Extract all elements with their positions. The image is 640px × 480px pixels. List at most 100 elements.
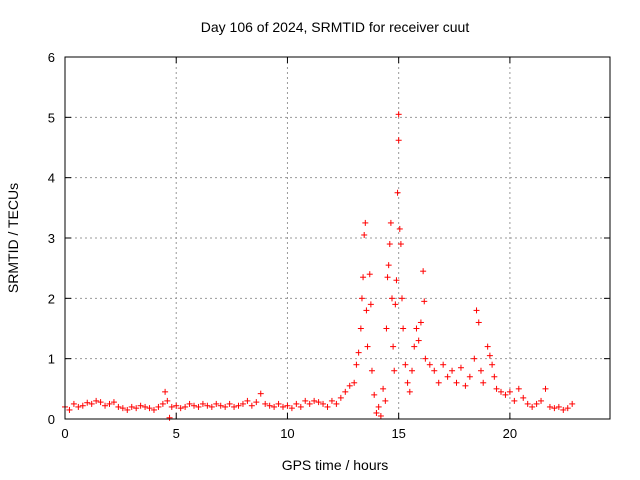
data-point [473, 307, 480, 314]
data-point [182, 403, 189, 410]
data-point [102, 402, 109, 409]
data-point [186, 400, 193, 407]
y-tick-label: 3 [48, 231, 55, 246]
data-point [409, 367, 416, 374]
data-point [462, 382, 469, 389]
data-point [84, 399, 91, 406]
data-point [395, 111, 402, 118]
data-point [288, 405, 295, 412]
x-axis-label: GPS time / hours [282, 457, 389, 473]
data-point [231, 403, 238, 410]
data-point [371, 391, 378, 398]
data-point [396, 225, 403, 232]
data-point [137, 402, 144, 409]
data-point [146, 405, 153, 412]
x-tick-label: 0 [61, 426, 68, 441]
data-point [275, 400, 282, 407]
x-tick-label: 20 [503, 426, 517, 441]
data-point [529, 403, 536, 410]
data-point [93, 397, 100, 404]
data-point [222, 403, 229, 410]
data-point [357, 325, 364, 332]
data-point [444, 373, 451, 380]
y-tick-label: 6 [48, 50, 55, 65]
data-point [168, 403, 175, 410]
data-point [400, 325, 407, 332]
data-point [217, 402, 224, 409]
data-point [262, 400, 269, 407]
data-point [328, 397, 335, 404]
data-point [422, 355, 429, 362]
data-point [491, 373, 498, 380]
data-point [551, 405, 558, 412]
y-axis-ticks: 0 1 2 3 4 5 6 [48, 50, 610, 427]
data-point [387, 219, 394, 226]
data-point [440, 361, 447, 368]
data-point [511, 397, 518, 404]
data-point [166, 414, 173, 421]
data-point [353, 361, 360, 368]
data-point [150, 406, 157, 413]
data-point [382, 397, 389, 404]
data-point [386, 241, 393, 248]
data-point [173, 402, 180, 409]
data-point [119, 405, 126, 412]
data-point [324, 403, 331, 410]
data-point [239, 400, 246, 407]
data-point [385, 262, 392, 269]
data-point [493, 385, 500, 392]
data-point [397, 241, 404, 248]
data-point [449, 367, 456, 374]
data-point [502, 391, 509, 398]
data-point [392, 301, 399, 308]
data-point [204, 402, 211, 409]
data-point [257, 390, 264, 397]
data-point [280, 403, 286, 410]
data-point [342, 388, 349, 395]
data-point [155, 403, 162, 410]
data-point [320, 400, 327, 407]
data-point [404, 379, 411, 386]
data-point [373, 409, 380, 416]
data-point [266, 402, 273, 409]
x-tick-label: 15 [391, 426, 405, 441]
data-point [351, 379, 358, 386]
data-point [435, 379, 442, 386]
y-tick-label: 4 [48, 171, 55, 186]
data-point [406, 388, 413, 395]
data-point [420, 268, 427, 275]
data-point [66, 406, 73, 413]
data-point [358, 295, 365, 302]
data-point [399, 295, 406, 302]
data-point [362, 219, 369, 226]
data-point [159, 400, 166, 407]
data-point [466, 373, 473, 380]
data-point [484, 343, 491, 350]
data-point [377, 412, 384, 419]
data-point [457, 364, 464, 371]
data-point [346, 382, 353, 389]
data-point [208, 403, 215, 410]
data-point [515, 385, 522, 392]
data-point [486, 352, 493, 359]
data-point [475, 319, 482, 326]
data-point [413, 325, 420, 332]
data-point [97, 399, 104, 406]
data-point [70, 400, 77, 407]
data-point [431, 367, 438, 374]
y-tick-label: 2 [48, 291, 55, 306]
data-point [333, 400, 340, 407]
data-point [253, 399, 260, 406]
data-point [498, 388, 504, 395]
data-point [421, 298, 428, 305]
data-point [360, 274, 367, 281]
data-point [383, 325, 390, 332]
data-point [555, 403, 562, 410]
data-point [375, 403, 382, 410]
y-tick-label: 1 [48, 352, 55, 367]
data-point [142, 403, 149, 410]
data-point [110, 399, 117, 406]
data-point [524, 400, 531, 407]
grid-lines [65, 57, 610, 419]
data-point [394, 189, 401, 196]
